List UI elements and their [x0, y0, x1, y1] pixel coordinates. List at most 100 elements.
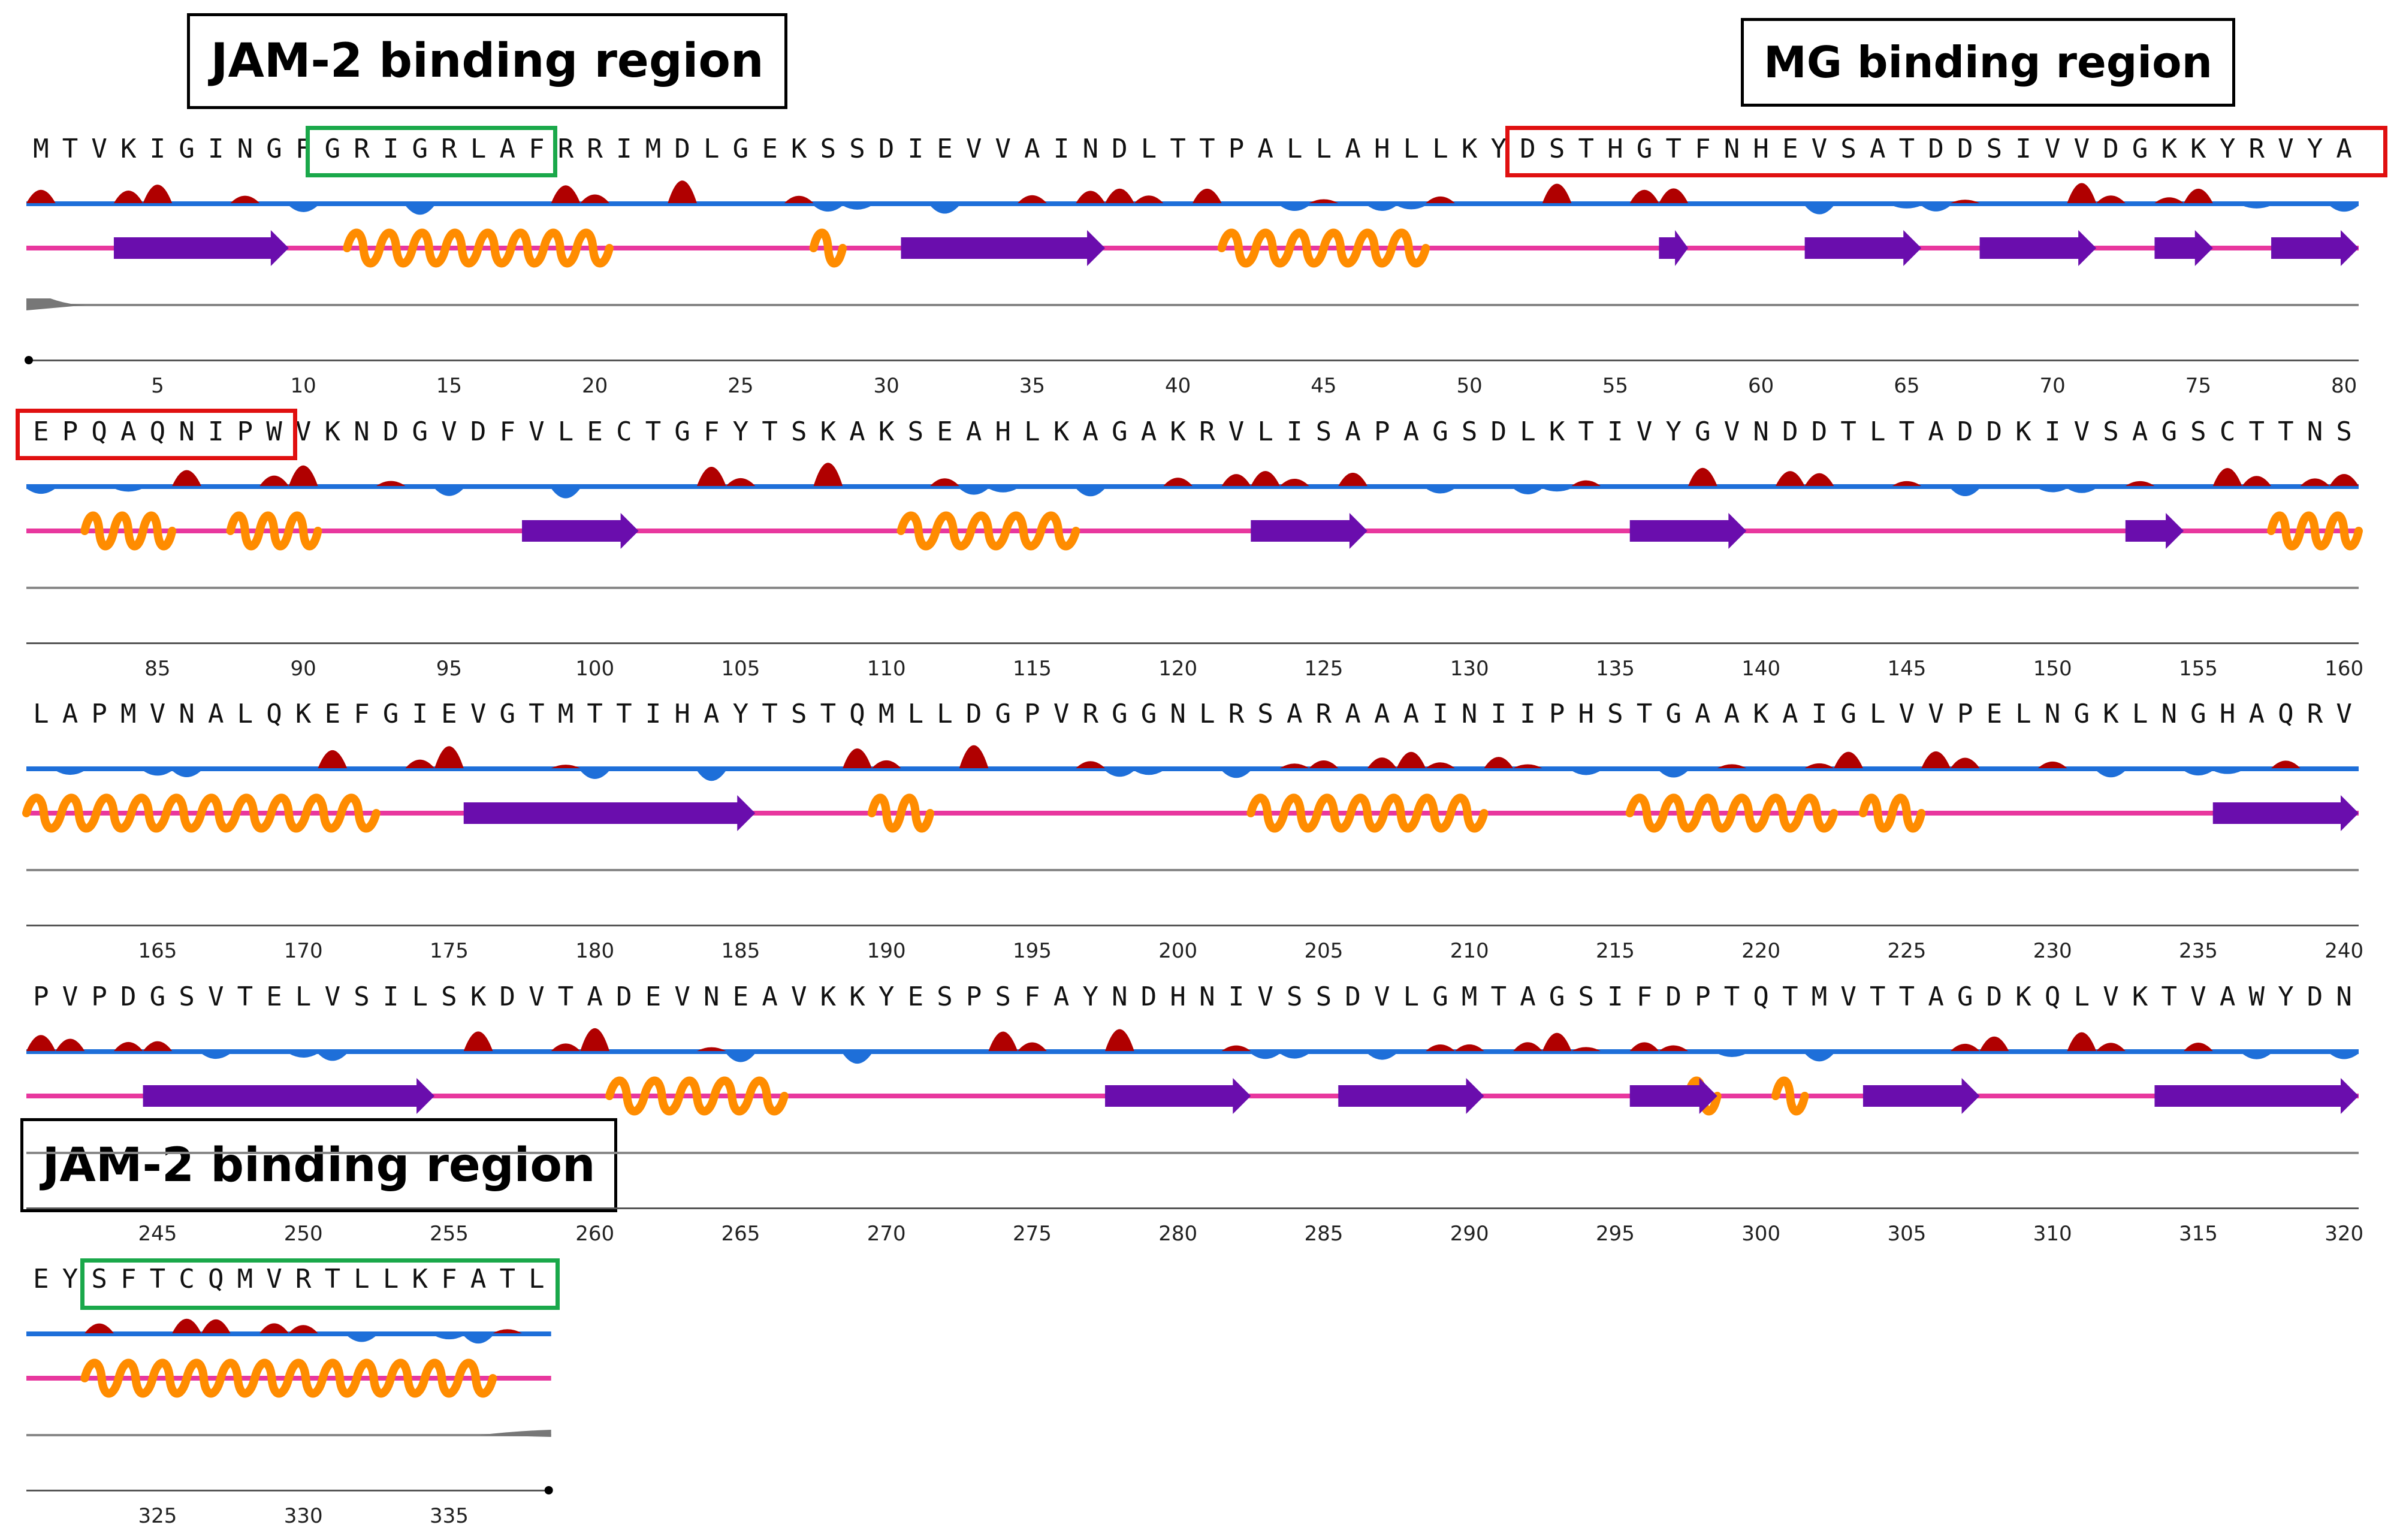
- residue: L: [1257, 416, 1273, 447]
- residue: D: [1986, 416, 2003, 447]
- beta-strand: [2212, 795, 2359, 831]
- residue: T: [1898, 134, 1915, 164]
- alpha-helix: [867, 793, 935, 833]
- axis-line: [26, 925, 2359, 926]
- residue: T: [587, 699, 603, 729]
- residue: Y: [878, 982, 895, 1012]
- hydrophobic-peak: [2329, 474, 2359, 486]
- residue: D: [1957, 416, 1973, 447]
- tick-label: 60: [1748, 374, 1774, 398]
- hydrophobic-peak: [813, 463, 843, 486]
- hydrophobic-peak: [1804, 473, 1834, 486]
- residue: N: [1199, 982, 1215, 1012]
- hydrophobic-peak: [668, 180, 697, 203]
- residue: L: [354, 1264, 370, 1294]
- hydrophobic-peak: [843, 748, 872, 768]
- tick-labels: 85 90 95 100 105 110 115 120 125 130 135 140 145 150 1…: [26, 657, 2363, 693]
- residue: K: [849, 982, 865, 1012]
- residue: L: [470, 134, 487, 164]
- hydrophilic-dip: [2184, 771, 2213, 776]
- residue: I: [382, 982, 399, 1012]
- beta-strand: [113, 230, 289, 266]
- alpha-helix: [226, 511, 322, 551]
- residue: V: [295, 416, 312, 447]
- residue: L: [1199, 699, 1215, 729]
- residue: P: [1957, 699, 1973, 729]
- hydrophilic-dip: [1426, 488, 1455, 494]
- hydrophobic-peak: [1717, 764, 1747, 768]
- alpha-helix: [343, 228, 614, 268]
- residue: R: [1228, 699, 1245, 729]
- residue: V: [1257, 982, 1273, 1012]
- residue: D: [1345, 982, 1361, 1012]
- residue: L: [1870, 699, 1886, 729]
- alpha-helix: [80, 511, 177, 551]
- tick-label: 120: [1158, 657, 1198, 681]
- residue: G: [1432, 982, 1448, 1012]
- hydrophobic-peak: [26, 189, 56, 203]
- hydrophilic-dip: [2212, 771, 2242, 774]
- beta-strand: [901, 230, 1106, 266]
- residue: V: [2073, 134, 2090, 164]
- tick-label: 75: [2185, 374, 2212, 398]
- hydrophilic-dip: [434, 488, 464, 496]
- residue: D: [1665, 982, 1682, 1012]
- residue: A: [2248, 699, 2265, 729]
- residue: D: [878, 134, 895, 164]
- residue: P: [91, 699, 107, 729]
- mg-binding-region-label: MG binding region: [1741, 18, 2235, 107]
- residue: S: [1548, 134, 1565, 164]
- residue: V: [674, 982, 690, 1012]
- residue: D: [1986, 982, 2003, 1012]
- residue: E: [937, 134, 953, 164]
- residue: K: [120, 134, 137, 164]
- residue: K: [1170, 416, 1186, 447]
- residue: K: [1753, 699, 1769, 729]
- hydrophobic-peak: [1804, 763, 1834, 768]
- hydrophobic-peak: [172, 1318, 201, 1333]
- hydrophobic-peak: [1105, 1029, 1134, 1051]
- tick-label: 15: [436, 374, 463, 398]
- hydrophilic-dip: [2329, 206, 2359, 212]
- residue: N: [1461, 699, 1478, 729]
- residue: L: [382, 1264, 399, 1294]
- hydrophilic-dip: [318, 1053, 348, 1061]
- residue: I: [207, 134, 224, 164]
- sequence-start-dot: [25, 356, 33, 364]
- residue: M: [645, 134, 662, 164]
- coil-line: [26, 811, 2359, 816]
- hydropathy-baseline: [26, 201, 2359, 206]
- residue: S: [2103, 416, 2119, 447]
- residue: P: [33, 982, 49, 1012]
- jam2-label-top-text: JAM-2 binding region: [210, 34, 764, 88]
- jam2-binding-region-label-bottom: JAM-2 binding region: [20, 1118, 617, 1212]
- residue: L: [295, 982, 312, 1012]
- residue: A: [1403, 416, 1420, 447]
- tick-label: 285: [1304, 1222, 1344, 1246]
- residue: E: [762, 134, 778, 164]
- alpha-helix: [1625, 793, 1839, 833]
- residue: I: [412, 699, 428, 729]
- residue: G: [1840, 699, 1856, 729]
- residue: H: [1753, 134, 1769, 164]
- tick-label: 290: [1450, 1222, 1489, 1246]
- residue: H: [1578, 699, 1595, 729]
- residue: S: [2336, 416, 2352, 447]
- position-axis: [26, 1207, 2359, 1209]
- hydrophobic-peak: [1542, 1032, 1572, 1051]
- hydrophobic-peak: [959, 745, 989, 768]
- tick-label: 25: [727, 374, 754, 398]
- residue: S: [354, 982, 370, 1012]
- hydrophobic-peak: [1279, 763, 1309, 768]
- residue: I: [2044, 416, 2061, 447]
- accessibility-line: [26, 304, 2359, 306]
- hydrophobic-peak: [463, 1031, 493, 1051]
- hydrophobic-peak: [1513, 1042, 1542, 1051]
- residue: S: [937, 982, 953, 1012]
- residue: F: [704, 416, 720, 447]
- tick-label: 155: [2178, 657, 2218, 681]
- hydrophobic-peak: [2096, 195, 2126, 203]
- residue: L: [1870, 416, 1886, 447]
- residue: I: [1228, 982, 1245, 1012]
- tick-label: 105: [721, 657, 760, 681]
